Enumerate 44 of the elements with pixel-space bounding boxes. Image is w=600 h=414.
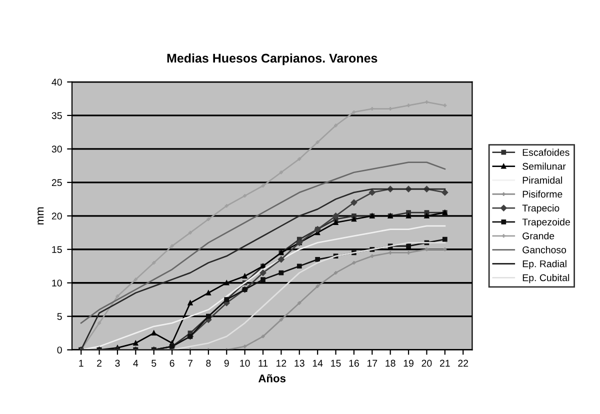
x-tick-label: 6	[170, 360, 174, 367]
x-tick-label: 13	[294, 360, 304, 367]
x-tick-label: 15	[331, 360, 341, 367]
x-axis-title: Años	[258, 374, 286, 382]
x-tick-label: 11	[258, 360, 268, 367]
x-tick-label: 20	[422, 360, 432, 367]
y-tick-label: 0	[57, 346, 62, 354]
y-tick-label: 25	[52, 179, 62, 186]
x-tick-label: 22	[458, 360, 468, 367]
x-tick-label: 3	[115, 360, 120, 367]
legend-label: Trapezoide	[522, 218, 570, 228]
x-tick-label: 4	[133, 360, 138, 367]
x-tick-label: 18	[386, 360, 396, 367]
legend-label: Grande	[522, 232, 554, 240]
x-tick-label: 17	[367, 360, 378, 367]
chart-title: Medias Huesos Carpianos. Varones	[167, 53, 378, 66]
x-tick-label: 2	[97, 360, 102, 367]
legend-label: Piramidal	[522, 176, 562, 184]
y-tick-label: 5	[57, 313, 62, 320]
legend-label: Ep. Radial	[522, 260, 566, 270]
x-tick-label: 21	[440, 360, 450, 367]
legend-label: Trapecio	[522, 204, 560, 214]
x-tick-label: 14	[312, 360, 323, 367]
x-tick-label: 9	[224, 360, 229, 367]
y-tick-label: 40	[52, 78, 62, 86]
legend-label: Semilunar	[522, 162, 566, 170]
x-tick-label: 10	[240, 360, 250, 367]
x-tick-label: 5	[152, 360, 156, 367]
legend-label: Ganchoso	[522, 246, 566, 254]
y-tick-label: 35	[52, 112, 62, 120]
y-tick-label: 30	[52, 146, 62, 153]
x-tick-label: 8	[206, 360, 211, 367]
x-tick-label: 16	[349, 360, 359, 367]
x-tick-label: 1	[79, 360, 84, 367]
legend-label: Pisiforme	[522, 190, 562, 198]
y-tick-label: 15	[52, 246, 62, 253]
x-tick-label: 19	[404, 360, 414, 367]
y-tick-label: 10	[52, 280, 62, 286]
x-tick-label: 7	[188, 360, 192, 367]
legend-label: Escafoides	[522, 148, 570, 156]
x-tick-label: 12	[276, 360, 286, 367]
legend-label: Ep. Cubital	[522, 274, 570, 284]
y-axis-title: mm	[38, 207, 44, 224]
y-tick-label: 20	[52, 212, 62, 220]
